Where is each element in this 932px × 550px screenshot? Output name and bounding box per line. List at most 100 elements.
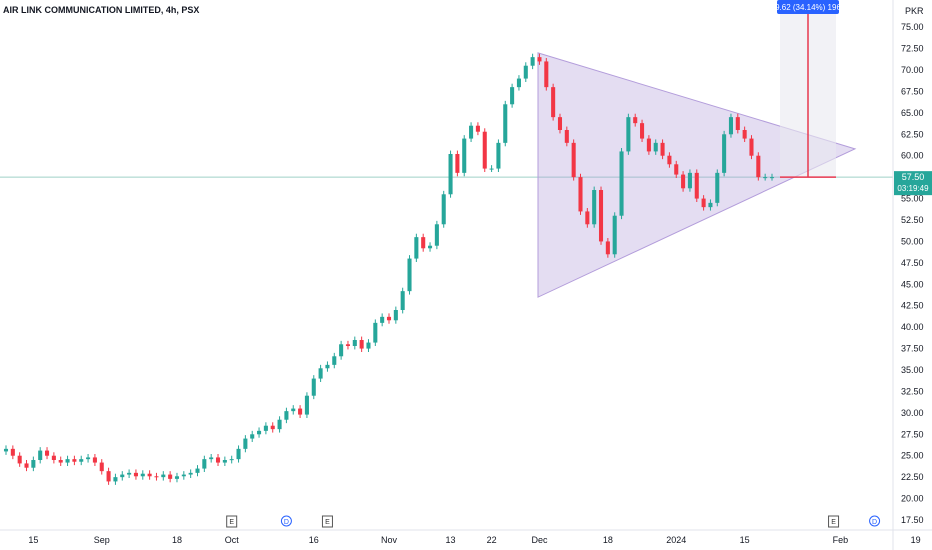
candle-body [735, 117, 740, 130]
event-marker-letter: E [229, 519, 234, 526]
earnings-marker [828, 515, 840, 528]
candle-body [619, 151, 624, 216]
candle-body [530, 57, 535, 66]
y-tick-label: 45.00 [901, 279, 924, 289]
candle-body [687, 172, 692, 189]
candle-body [298, 408, 303, 415]
candle-body [633, 117, 638, 124]
candle-body [195, 468, 200, 473]
candle-body [38, 450, 43, 460]
candle-body [393, 310, 398, 321]
candle-body [660, 142, 665, 156]
y-tick-label: 17.50 [901, 515, 924, 525]
candle-body [311, 378, 316, 396]
candle-body [188, 472, 193, 475]
candle-body [646, 138, 651, 152]
candle-body [626, 117, 631, 152]
candle-body [209, 457, 214, 460]
candle-body [352, 340, 357, 346]
candle-body [428, 245, 433, 249]
candle-body [106, 471, 111, 482]
candle-body [284, 411, 289, 420]
candle-body [168, 474, 173, 479]
earnings-marker [226, 515, 238, 528]
candle-body [537, 57, 542, 62]
candle-body [510, 87, 515, 105]
candle-body [174, 476, 180, 479]
candle-body [674, 164, 679, 175]
y-tick-label: 55.00 [901, 194, 924, 204]
candle-body [250, 434, 255, 439]
plot-area [0, 8, 893, 485]
candle-body [366, 342, 371, 349]
y-tick-label: 32.50 [901, 386, 924, 396]
y-tick-label: 60.00 [901, 151, 924, 161]
candle-body [58, 460, 63, 463]
candle-body [421, 237, 426, 249]
candle-body [441, 194, 446, 225]
candle-body [304, 395, 309, 415]
range-label-bg [777, 0, 839, 14]
x-tick-label: 16 [309, 535, 319, 545]
y-tick-label: 52.50 [901, 215, 924, 225]
candle-body [332, 356, 337, 365]
candle-body [222, 460, 227, 463]
x-tick-label: 15 [740, 535, 750, 545]
candle-body [236, 448, 241, 460]
candle-body [339, 344, 344, 357]
event-marker-letter: D [284, 519, 289, 526]
candle-body [400, 291, 405, 310]
candle-body [715, 172, 720, 203]
candle-body [605, 241, 610, 255]
candle-body [3, 448, 9, 452]
y-tick-label: 67.50 [901, 86, 924, 96]
dividend-marker [869, 515, 881, 527]
candle-body [318, 368, 323, 379]
candle-body [756, 155, 761, 178]
candle-body [640, 123, 645, 139]
candle-body [99, 462, 104, 472]
candle-body [667, 155, 672, 165]
chart-title: AIR LINK COMMUNICATION LIMITED, 4h, PSX [3, 5, 199, 15]
candle-body [592, 190, 597, 225]
candle-body [516, 78, 521, 88]
candle-body [359, 340, 364, 349]
y-tick-label: 50.00 [901, 236, 924, 246]
candle-body [263, 425, 268, 431]
y-tick-label: 37.50 [901, 344, 924, 354]
x-tick-label: Dec [531, 535, 548, 545]
candle-body [414, 237, 419, 259]
candle-body [612, 215, 617, 255]
candle-body [544, 61, 549, 88]
candle-body [523, 65, 528, 79]
y-tick-label: 40.00 [901, 322, 924, 332]
candle-body [769, 177, 775, 179]
x-tick-label: 2024 [666, 535, 686, 545]
candle-body [127, 472, 132, 475]
candle-body [489, 168, 494, 170]
event-marker-letter: E [831, 519, 836, 526]
y-tick-label: 30.00 [901, 408, 924, 418]
currency-label: PKR [905, 6, 924, 16]
candle-body [653, 142, 658, 152]
candle-body [380, 316, 385, 323]
candle-body [229, 459, 234, 461]
candle-body [133, 472, 138, 477]
candle-body [571, 142, 576, 178]
candle-body [72, 459, 77, 462]
y-tick-label: 65.00 [901, 108, 924, 118]
candle-body [503, 104, 508, 143]
candle-body [291, 408, 296, 412]
candle-body [215, 457, 221, 463]
y-tick-label: 42.50 [901, 301, 924, 311]
candle-body [113, 477, 118, 482]
dividend-marker [280, 515, 292, 527]
candle-body [585, 211, 590, 225]
candle-body [564, 130, 569, 143]
candle-body [24, 463, 29, 468]
candle-body [147, 473, 152, 477]
candle-body [475, 125, 480, 132]
x-tick-label: 13 [446, 535, 456, 545]
candle-body [482, 131, 487, 169]
candle-body [373, 322, 378, 343]
